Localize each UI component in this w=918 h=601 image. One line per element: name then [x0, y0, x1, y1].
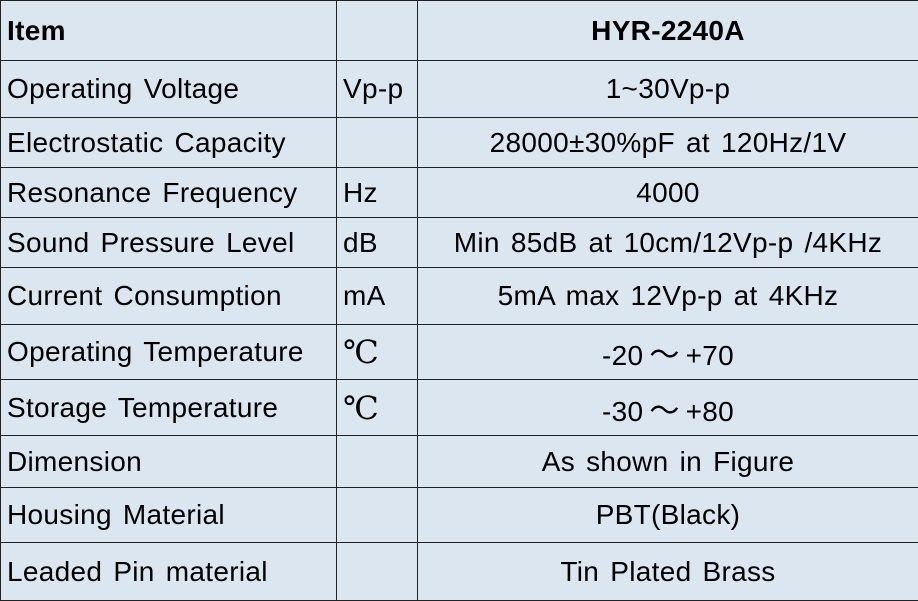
range-from: -30 — [602, 396, 643, 427]
row-label: Operating Voltage — [1, 61, 337, 118]
row-value: 4000 — [418, 168, 918, 218]
table-row: Storage Temperature ℃ -30～+80 — [1, 380, 918, 436]
table-row: Resonance Frequency Hz 4000 — [1, 168, 918, 218]
table-row: Housing Material PBT(Black) — [1, 488, 918, 543]
table-row: Dimension As shown in Figure — [1, 436, 918, 488]
header-item-cell: Item — [1, 1, 337, 61]
range-separator: ～ — [643, 338, 685, 373]
header-model-cell: HYR-2240A — [418, 1, 918, 61]
row-value: -30～+80 — [418, 380, 918, 436]
range-separator: ～ — [643, 394, 685, 429]
row-value: 1~30Vp-p — [418, 61, 918, 118]
row-unit: Vp-p — [337, 61, 418, 118]
row-label: Sound Pressure Level — [1, 218, 337, 268]
table-row: Leaded Pin material Tin Plated Brass — [1, 543, 918, 601]
row-label: Leaded Pin material — [1, 543, 337, 601]
row-value: As shown in Figure — [418, 436, 918, 488]
row-unit: ℃ — [337, 380, 418, 436]
table-row: Electrostatic Capacity 28000±30%pF at 12… — [1, 118, 918, 168]
row-unit — [337, 543, 418, 601]
range-to: +80 — [686, 396, 734, 427]
row-unit: Hz — [337, 168, 418, 218]
row-label: Housing Material — [1, 488, 337, 543]
row-unit — [337, 436, 418, 488]
table-row: Current Consumption mA 5mA max 12Vp-p at… — [1, 268, 918, 325]
row-unit — [337, 118, 418, 168]
row-value: 28000±30%pF at 120Hz/1V — [418, 118, 918, 168]
table-row: Operating Voltage Vp-p 1~30Vp-p — [1, 61, 918, 118]
row-label: Current Consumption — [1, 268, 337, 325]
range-to: +70 — [686, 340, 734, 371]
table-row: Sound Pressure Level dB Min 85dB at 10cm… — [1, 218, 918, 268]
row-value: PBT(Black) — [418, 488, 918, 543]
row-value: Min 85dB at 10cm/12Vp-p /4KHz — [418, 218, 918, 268]
header-unit-cell — [337, 1, 418, 61]
row-label: Dimension — [1, 436, 337, 488]
row-value: Tin Plated Brass — [418, 543, 918, 601]
row-label: Resonance Frequency — [1, 168, 337, 218]
row-unit: dB — [337, 218, 418, 268]
table-header-row: Item HYR-2240A — [1, 1, 918, 61]
row-value: 5mA max 12Vp-p at 4KHz — [418, 268, 918, 325]
table-row: Operating Temperature ℃ -20～+70 — [1, 325, 918, 380]
row-value: -20～+70 — [418, 325, 918, 380]
row-unit: ℃ — [337, 325, 418, 380]
range-from: -20 — [602, 340, 643, 371]
row-label: Storage Temperature — [1, 380, 337, 436]
row-label: Electrostatic Capacity — [1, 118, 337, 168]
row-unit: mA — [337, 268, 418, 325]
row-unit — [337, 488, 418, 543]
row-label: Operating Temperature — [1, 325, 337, 380]
